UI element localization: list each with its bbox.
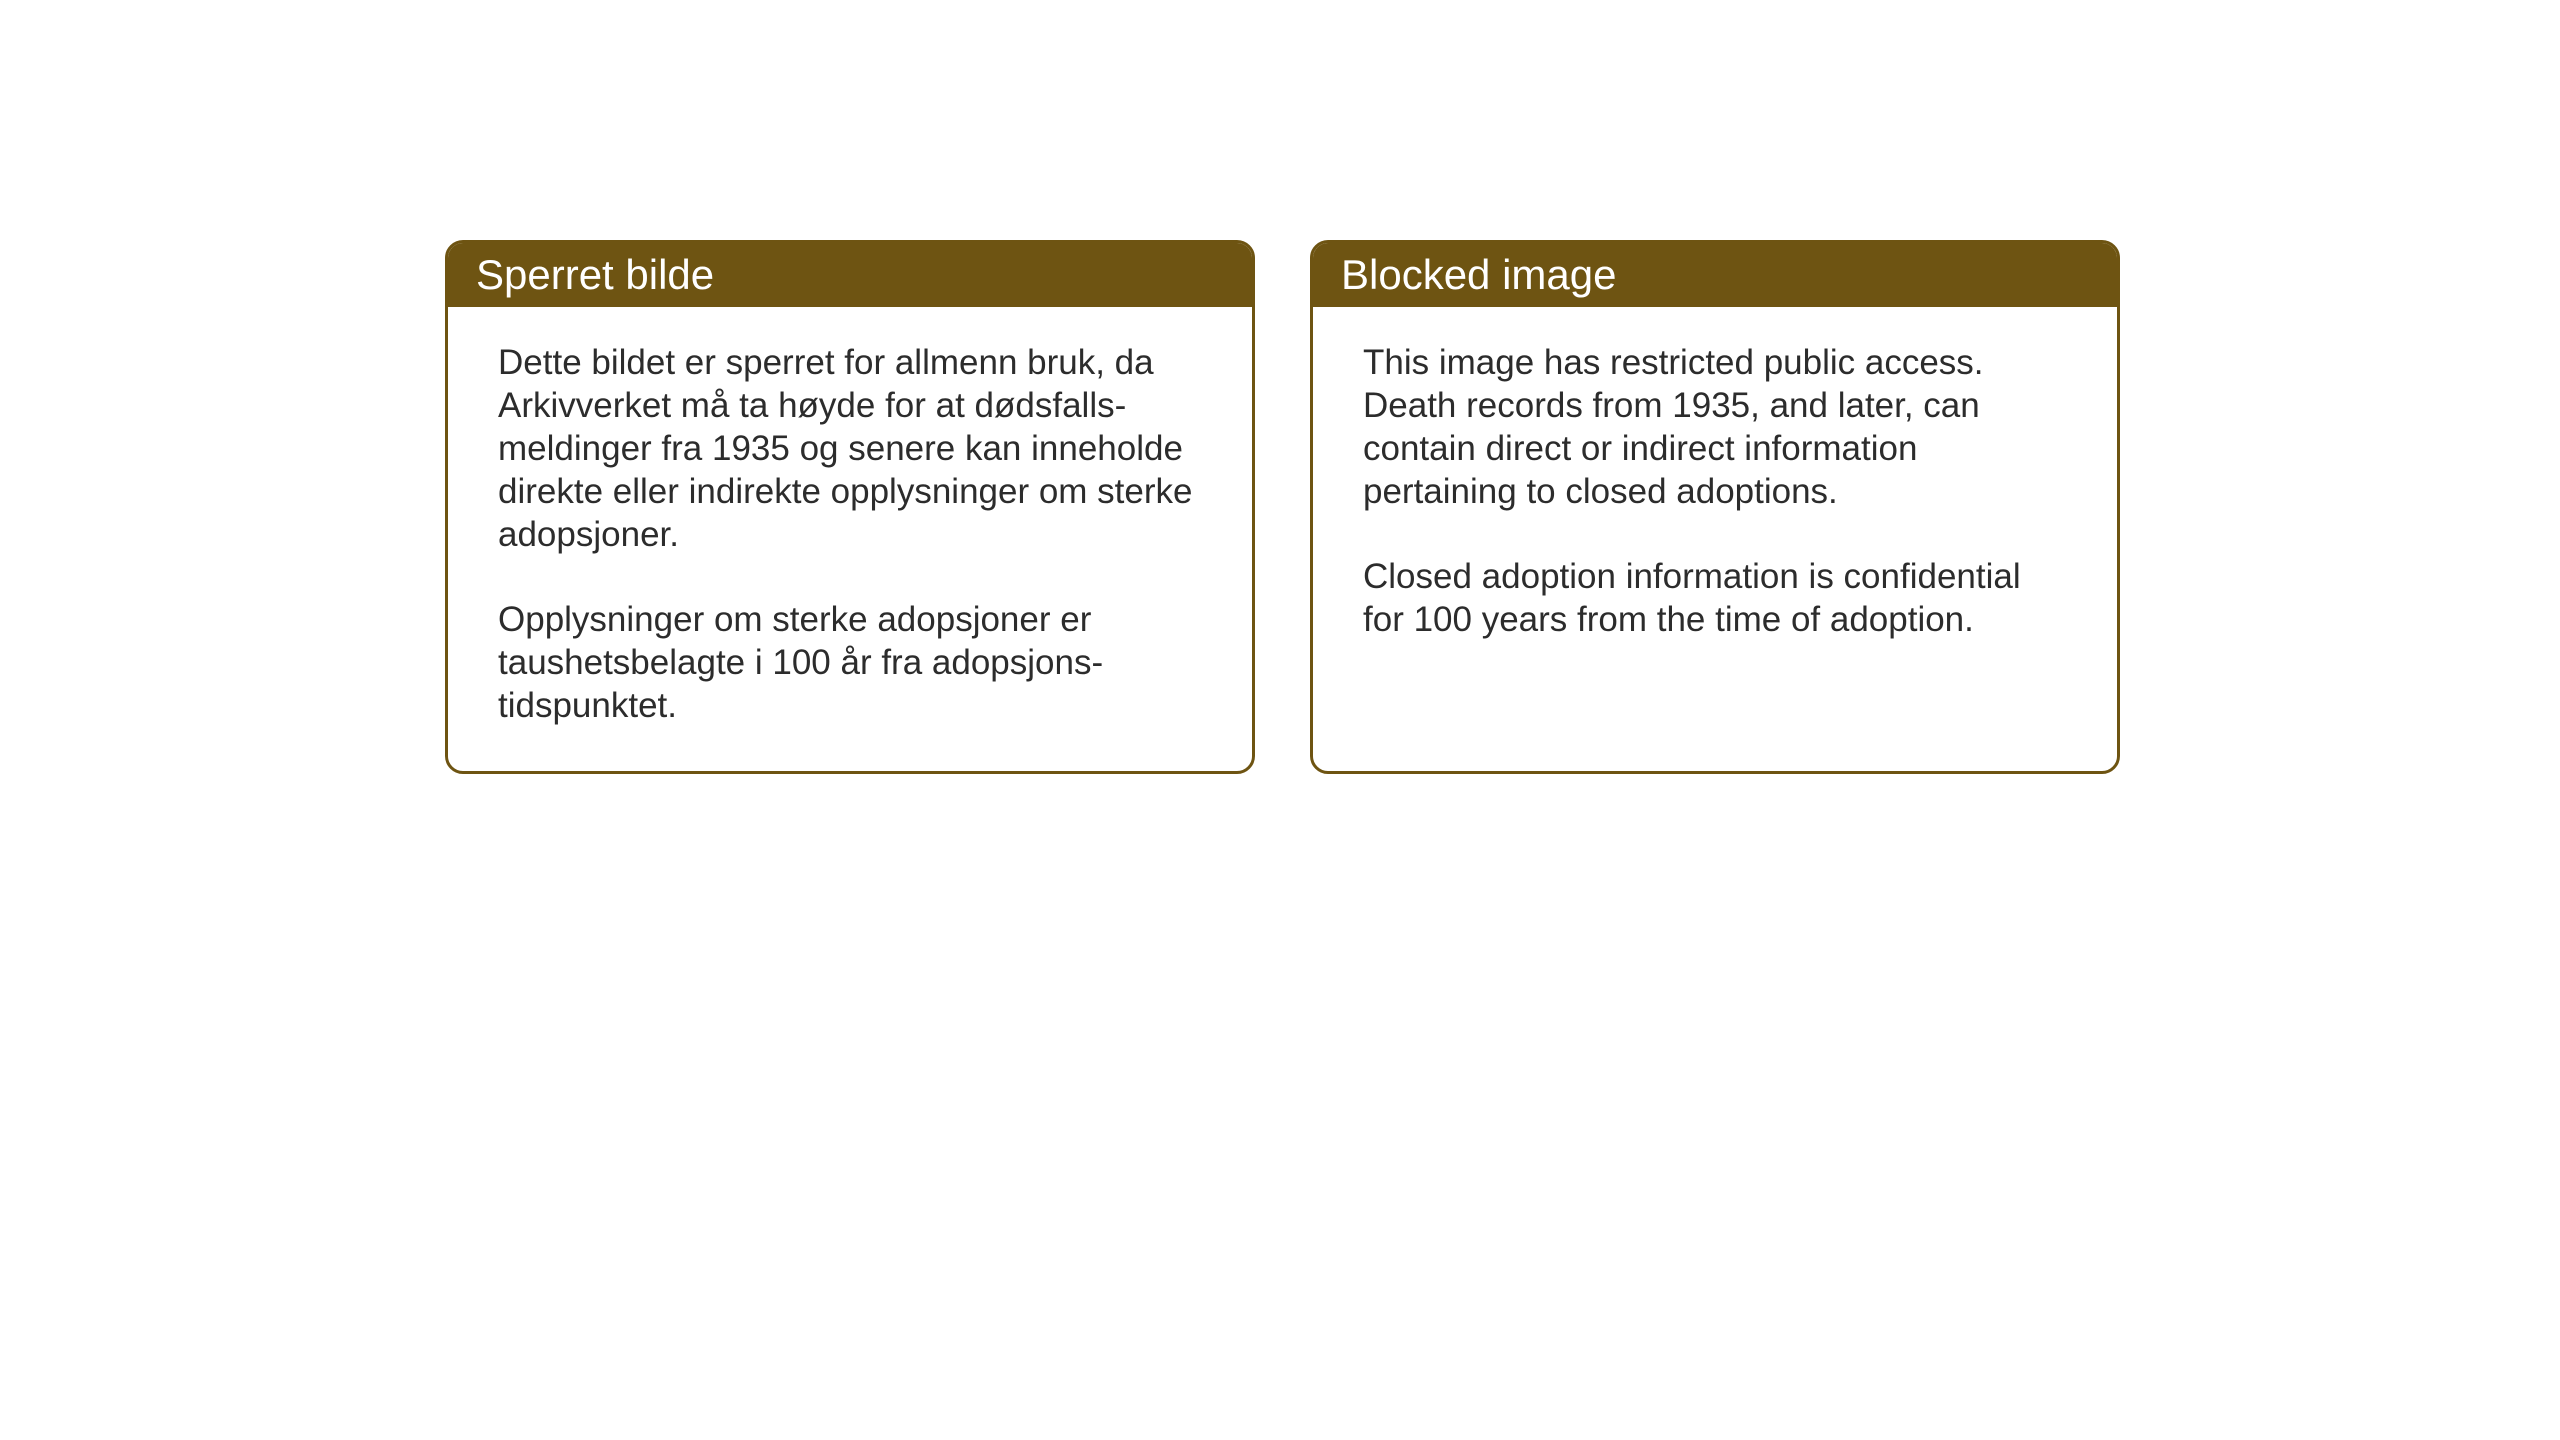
- english-card-body: This image has restricted public access.…: [1313, 307, 2117, 685]
- norwegian-paragraph-1: Dette bildet er sperret for allmenn bruk…: [498, 341, 1202, 556]
- norwegian-card-header: Sperret bilde: [448, 243, 1252, 307]
- english-paragraph-1: This image has restricted public access.…: [1363, 341, 2067, 513]
- english-card-title: Blocked image: [1341, 251, 1616, 298]
- norwegian-card: Sperret bilde Dette bildet er sperret fo…: [445, 240, 1255, 774]
- english-card: Blocked image This image has restricted …: [1310, 240, 2120, 774]
- norwegian-card-body: Dette bildet er sperret for allmenn bruk…: [448, 307, 1252, 771]
- english-paragraph-2: Closed adoption information is confident…: [1363, 555, 2067, 641]
- cards-container: Sperret bilde Dette bildet er sperret fo…: [445, 240, 2120, 774]
- english-card-header: Blocked image: [1313, 243, 2117, 307]
- norwegian-card-title: Sperret bilde: [476, 251, 714, 298]
- norwegian-paragraph-2: Opplysninger om sterke adopsjoner er tau…: [498, 598, 1202, 727]
